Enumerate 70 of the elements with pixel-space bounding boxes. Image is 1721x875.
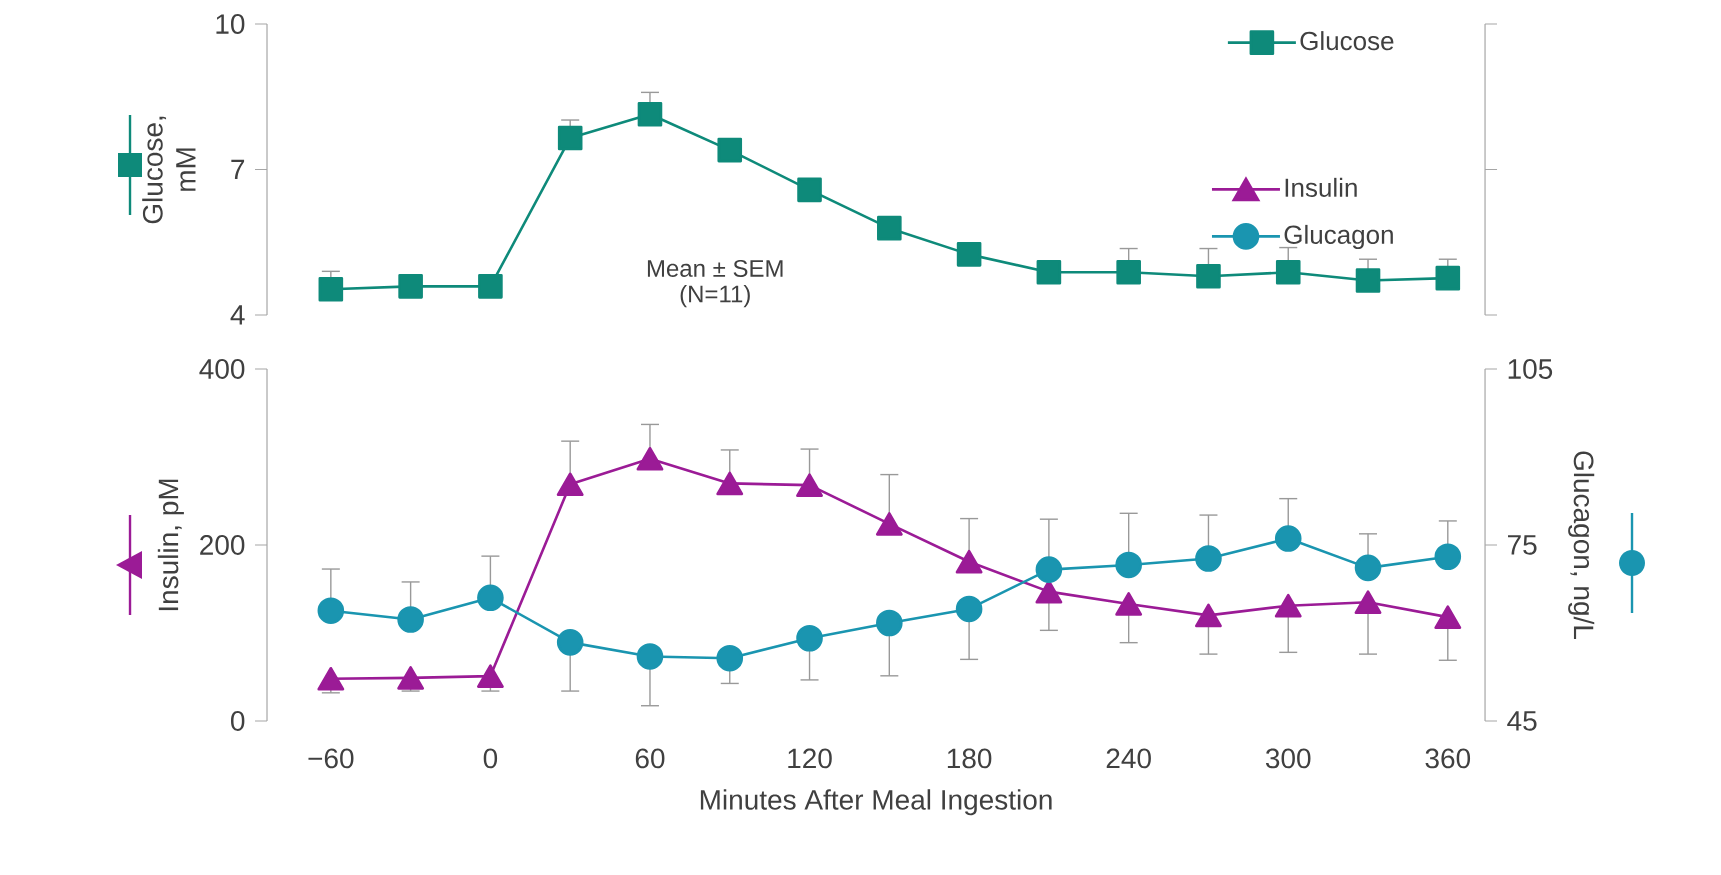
y-axis-title: Insulin, pM [157,479,184,611]
point [1354,590,1382,614]
y2-axis-title: Glucagon, ng/L [1568,451,1595,639]
point [1274,593,1302,618]
point [1355,268,1381,293]
legend-label: Glucagon [1284,224,1393,250]
x-tick-label: 120 [788,748,832,769]
y-tick-label: 0 [231,711,245,731]
point [717,137,743,163]
y2-tick-label: 75 [1508,535,1537,555]
x-axis-title: Minutes After Meal Ingestion [700,789,1052,816]
y-tick-label: 7 [231,159,245,180]
point [716,644,744,672]
annotation: (N=11) [680,284,750,308]
point [1275,260,1301,285]
point [1434,605,1462,629]
point [478,274,503,299]
point [955,595,983,623]
point [1196,263,1221,289]
point [1115,551,1142,579]
x-tick-label: 240 [1106,748,1151,769]
point [637,101,663,127]
point [1274,525,1302,552]
legend-label: Insulin [1285,177,1357,197]
point [1434,543,1462,571]
point [1116,260,1141,285]
x-tick-label: 360 [1425,748,1471,769]
point [797,177,822,203]
y-tick-label: 10 [216,14,245,34]
point [876,609,903,637]
point [317,597,345,624]
point [397,666,425,690]
point [556,629,584,656]
point [1036,260,1062,285]
y2-tick-label: 45 [1507,711,1537,731]
point [796,624,823,652]
point [875,512,903,536]
y-tick-label: 400 [199,359,245,379]
legend-label: Glucose [1300,31,1394,51]
point [1115,592,1143,616]
x-tick-label: 60 [635,748,665,769]
point [955,549,983,574]
point [716,471,744,496]
y2-tick-label: 105 [1508,359,1553,379]
point [476,664,504,688]
annotation: Mean ± SEM [647,259,783,277]
point [636,643,664,670]
x-tick-label: 180 [947,748,992,769]
x-tick-label: −60 [308,748,354,769]
point [477,584,504,612]
point [318,276,344,302]
x-tick-label: 0 [483,748,498,769]
y-tick-label: 200 [200,535,245,555]
point [556,472,584,497]
point [1195,545,1222,572]
point [636,446,664,471]
x-tick-label: 300 [1265,748,1311,769]
point [398,274,423,299]
point [956,242,982,267]
point [317,666,345,691]
point [796,473,823,497]
point [397,606,424,633]
point [1195,603,1222,628]
point [1035,556,1063,583]
point [557,125,583,151]
y-axis-title: Glucose, mM [142,116,196,224]
y-tick-label: 4 [230,305,245,325]
point [1435,265,1461,291]
point [1354,554,1382,582]
point [877,215,902,241]
